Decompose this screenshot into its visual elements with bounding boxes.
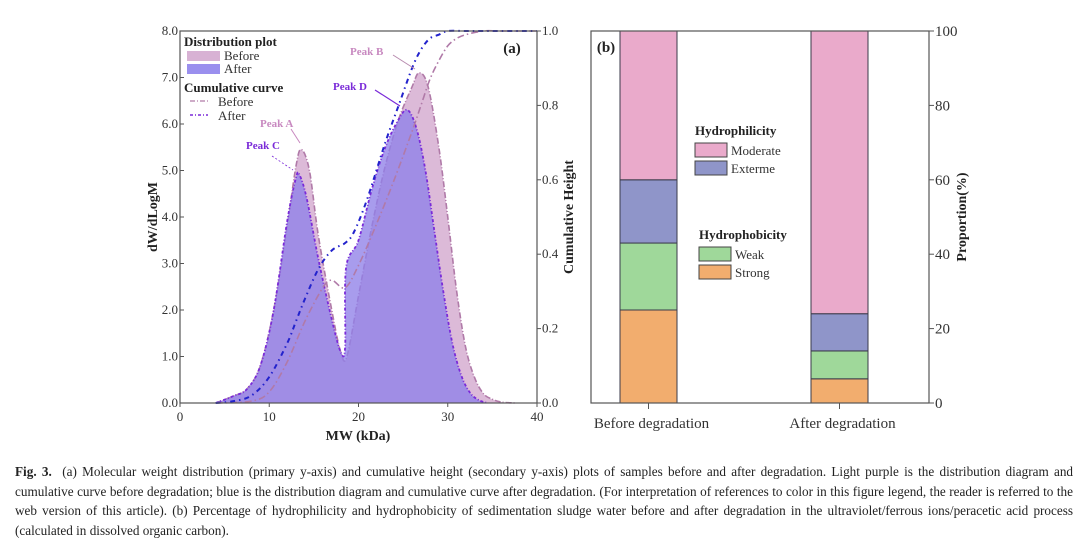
y2-axis-label: Cumulative Height: [562, 160, 577, 274]
panel-a: 0 10 20 30 40 0.0 1.0 2.0 3.0 4.0 5.0 6.0 7.0 8.0 0.…: [146, 23, 577, 444]
cumulative-before-line: [215, 29, 537, 404]
legend-swatch-after: [187, 64, 220, 74]
stacked-bars: [619, 30, 869, 404]
figure-caption: Fig. 3. (a) Molecular weight distributio…: [15, 462, 1073, 540]
legend-b: Hydrophilicity Moderate Exterme Hydropho…: [694, 123, 787, 280]
panel-b-label: (b): [597, 40, 615, 56]
bar-segment-exterme: [810, 313, 869, 352]
y-tick-label: 7.0: [162, 70, 178, 85]
panel-b: 0 20 40 60 80 100 Before degradation After deg…: [590, 24, 970, 432]
bar-segment-weak: [619, 242, 678, 311]
y2-tick-label: 0.0: [542, 395, 558, 410]
x-axis-label: MW (kDa): [326, 429, 391, 444]
distribution-after-area: [215, 109, 488, 404]
y-tick-label-b: 60: [935, 173, 950, 189]
y-tick-label: 3.0: [162, 256, 178, 271]
cumulative-lines: [215, 29, 537, 404]
peak-b-arrow: [392, 54, 416, 70]
y-tick-label-b: 40: [935, 247, 950, 263]
distribution-after-outline: [215, 108, 489, 404]
y-tick-label: 6.0: [162, 116, 178, 131]
y-tick-label-b: 80: [935, 98, 950, 114]
x-tick-label: 0: [177, 409, 184, 424]
distribution-areas: [215, 72, 515, 404]
bar-segment-moderate: [810, 30, 869, 315]
y-ticks-b: 0 20 40 60 80 100: [929, 24, 958, 412]
bar-segment-weak: [810, 350, 869, 380]
y-tick-label: 4.0: [162, 209, 178, 224]
peak-a-arrow: [290, 128, 301, 144]
x-tick-label: 20: [352, 409, 365, 424]
caption-text: (a) Molecular weight distribution (prima…: [15, 464, 1074, 538]
legend-distribution-title: Distribution plot: [184, 34, 277, 49]
y-tick-label-b: 100: [935, 24, 958, 40]
x-tick-label-b: Before degradation: [594, 416, 710, 432]
legend-before-label: Before: [224, 48, 260, 63]
y-tick-label: 1.0: [162, 349, 178, 364]
y-tick-label: 5.0: [162, 163, 178, 178]
x-tick-label: 40: [531, 409, 544, 424]
legend-exterme-label: Exterme: [731, 161, 775, 176]
cumulative-after-line: [215, 29, 537, 404]
legend-swatch-strong: [698, 264, 732, 280]
legend-hydrophobicity-title: Hydrophobicity: [699, 227, 787, 242]
x-tick-label: 30: [441, 409, 454, 424]
legend-swatch-before: [187, 51, 220, 61]
y-ticks: 0.0 1.0 2.0 3.0 4.0 5.0 6.0 7.0 8.0: [162, 23, 184, 410]
legend-a: Distribution plot Before After Cumulativ…: [184, 34, 284, 123]
y2-tick-label: 0.6: [542, 172, 559, 187]
y-axis-label: dW/dLogM: [146, 182, 161, 252]
y2-tick-label: 0.8: [542, 97, 558, 112]
y2-tick-label: 0.4: [542, 246, 559, 261]
legend-hydrophilicity-title: Hydrophilicity: [695, 123, 777, 138]
legend-cum-before-label: Before: [218, 94, 254, 109]
legend-cumulative-title: Cumulative curve: [184, 80, 284, 95]
y2-ticks: 0.0 0.2 0.4 0.6 0.8 1.0: [537, 23, 559, 410]
x-tick-label: 10: [263, 409, 276, 424]
peak-d-arrow: [374, 89, 401, 107]
legend-cum-after-label: After: [218, 108, 246, 123]
figure-canvas: 0 10 20 30 40 0.0 1.0 2.0 3.0 4.0 5.0 6.0 7.0 8.0 0.…: [146, 23, 970, 444]
bar-segment-exterme: [619, 179, 678, 244]
peak-annotations: Peak A Peak B Peak C Peak D: [246, 46, 416, 171]
panel-a-label: (a): [503, 41, 521, 57]
y-tick-label: 8.0: [162, 23, 178, 38]
legend-weak-label: Weak: [735, 247, 765, 262]
peak-d-label: Peak D: [333, 81, 367, 93]
legend-swatch-weak: [698, 246, 732, 262]
caption-label: Fig. 3.: [15, 464, 52, 479]
legend-after-label: After: [224, 61, 252, 76]
bar-segment-moderate: [619, 30, 678, 181]
legend-swatch-exterme: [694, 160, 728, 176]
peak-a-label: Peak A: [260, 118, 293, 130]
bar-segment-strong: [810, 378, 869, 404]
x-ticks: 0 10 20 30 40: [177, 403, 544, 424]
x-tick-label-b: After degradation: [789, 416, 896, 432]
y-tick-label: 0.0: [162, 395, 178, 410]
peak-b-label: Peak B: [350, 46, 384, 58]
y2-tick-label: 0.2: [542, 321, 558, 336]
y-tick-label-b: 20: [935, 322, 950, 338]
peak-c-arrow: [271, 155, 294, 171]
plot-b-frame: [590, 30, 930, 404]
legend-strong-label: Strong: [735, 265, 770, 280]
peak-c-label: Peak C: [246, 140, 280, 152]
y-tick-label: 2.0: [162, 302, 178, 317]
y-tick-label-b: 0: [935, 396, 943, 412]
y-axis-label-b: Proportion(%): [955, 172, 970, 262]
y2-tick-label: 1.0: [542, 23, 558, 38]
legend-moderate-label: Moderate: [731, 143, 781, 158]
x-ticks-b: Before degradation After degradation: [594, 403, 896, 432]
legend-swatch-moderate: [694, 142, 728, 158]
bar-segment-strong: [619, 309, 678, 404]
